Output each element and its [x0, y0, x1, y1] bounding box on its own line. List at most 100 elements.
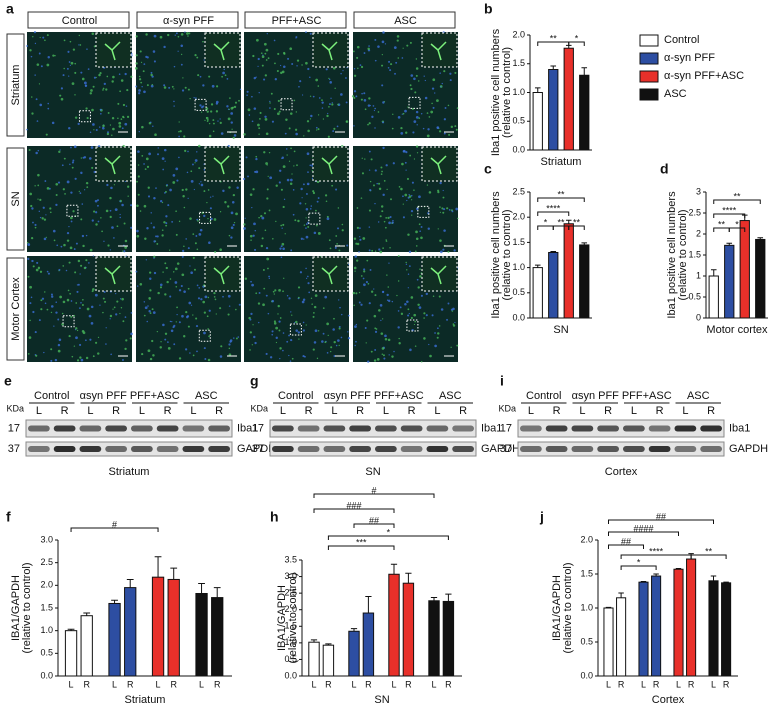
band — [131, 425, 153, 432]
cell-dot — [226, 105, 229, 108]
kda-label: KDa — [6, 403, 24, 413]
cell-dot — [171, 220, 174, 223]
blot-strip — [269, 419, 477, 438]
cell-dot — [312, 191, 316, 195]
cell-dot — [233, 134, 237, 137]
cell-dot — [213, 218, 217, 221]
cell-dot — [396, 35, 400, 38]
cell-dot — [29, 302, 32, 305]
cell-dot — [63, 243, 66, 247]
cell-dot — [317, 330, 320, 332]
cell-dot — [284, 132, 287, 135]
cell-dot — [137, 164, 140, 166]
cell-dot — [277, 52, 280, 56]
bar — [402, 582, 415, 677]
cell-dot — [79, 356, 82, 359]
cell-dot — [398, 342, 401, 345]
cell-dot — [124, 316, 127, 318]
error-bar — [430, 596, 438, 601]
bar — [322, 644, 335, 677]
cell-dot — [152, 311, 156, 314]
cell-dot — [192, 233, 195, 235]
micrograph — [243, 145, 349, 252]
roi-box — [66, 204, 79, 217]
band — [28, 446, 50, 452]
cell-dot — [418, 306, 422, 309]
cell-dot — [70, 146, 72, 149]
cell-dot — [190, 170, 193, 173]
cell-dot — [273, 39, 276, 42]
cell-dot — [43, 237, 47, 241]
cell-dot — [209, 207, 212, 210]
cell-dot — [224, 201, 227, 204]
cell-dot — [269, 107, 271, 109]
cell-dot — [382, 291, 385, 293]
cell-dot — [252, 234, 255, 237]
y-tick-label: 2.0 — [512, 212, 525, 222]
cell-dot — [265, 162, 268, 165]
region-label: SN — [365, 466, 380, 478]
significance-bracket — [608, 531, 679, 536]
cell-dot — [77, 122, 80, 126]
cell-dot — [47, 56, 50, 59]
cell-dot — [404, 193, 408, 197]
band-label: Iba1 — [237, 422, 258, 434]
cell-dot — [200, 181, 202, 183]
y-tick-label: 0.0 — [580, 670, 593, 680]
cell-dot — [335, 235, 338, 237]
lane-label: R — [604, 405, 612, 417]
cell-dot — [419, 268, 421, 270]
cell-dot — [183, 206, 186, 209]
blot-strip — [25, 419, 233, 438]
cell-dot — [443, 208, 446, 211]
cell-dot — [288, 127, 291, 130]
cell-dot — [42, 206, 45, 209]
cell-dot — [381, 210, 384, 213]
cell-dot — [275, 341, 278, 344]
cell-dot — [258, 127, 261, 130]
y-axis-label: Iba1 positive cell numbers — [666, 191, 678, 319]
cell-dot — [190, 180, 194, 183]
cell-dot — [185, 238, 187, 240]
cell-dot — [298, 85, 300, 88]
cell-dot — [258, 133, 260, 135]
cell-dot — [291, 62, 294, 65]
cell-dot — [186, 171, 189, 174]
cell-dot — [362, 237, 366, 240]
error-bar — [757, 237, 764, 240]
cell-dot — [367, 47, 370, 51]
cell-dot — [280, 188, 283, 191]
cell-dot — [427, 227, 430, 230]
cell-dot — [401, 113, 403, 115]
cell-dot — [432, 78, 436, 82]
cell-dot — [109, 314, 113, 318]
cell-dot — [208, 241, 211, 244]
cell-dot — [62, 188, 65, 191]
significance-label: ## — [621, 536, 631, 546]
cell-dot — [297, 331, 301, 334]
cell-dot — [163, 45, 166, 49]
cell-dot — [286, 340, 289, 343]
cell-dot — [374, 294, 377, 297]
cell-dot — [209, 220, 211, 223]
cell-dot — [60, 87, 64, 90]
bar — [167, 578, 180, 677]
cell-dot — [159, 286, 163, 289]
cell-dot — [129, 337, 132, 340]
cell-dot — [75, 302, 78, 304]
cell-dot — [195, 325, 199, 328]
cell-dot — [30, 236, 34, 240]
cell-dot — [69, 292, 72, 295]
error-bar — [581, 242, 588, 245]
cell-dot — [75, 242, 78, 245]
cell-dot — [26, 241, 29, 244]
cell-dot — [266, 33, 268, 35]
cell-dot — [54, 54, 56, 57]
cell-dot — [249, 234, 253, 238]
cell-dot — [441, 82, 443, 85]
cell-dot — [243, 227, 246, 230]
cell-dot — [203, 163, 205, 165]
bar — [651, 575, 662, 677]
cell-dot — [53, 239, 56, 242]
cell-dot — [173, 343, 176, 346]
